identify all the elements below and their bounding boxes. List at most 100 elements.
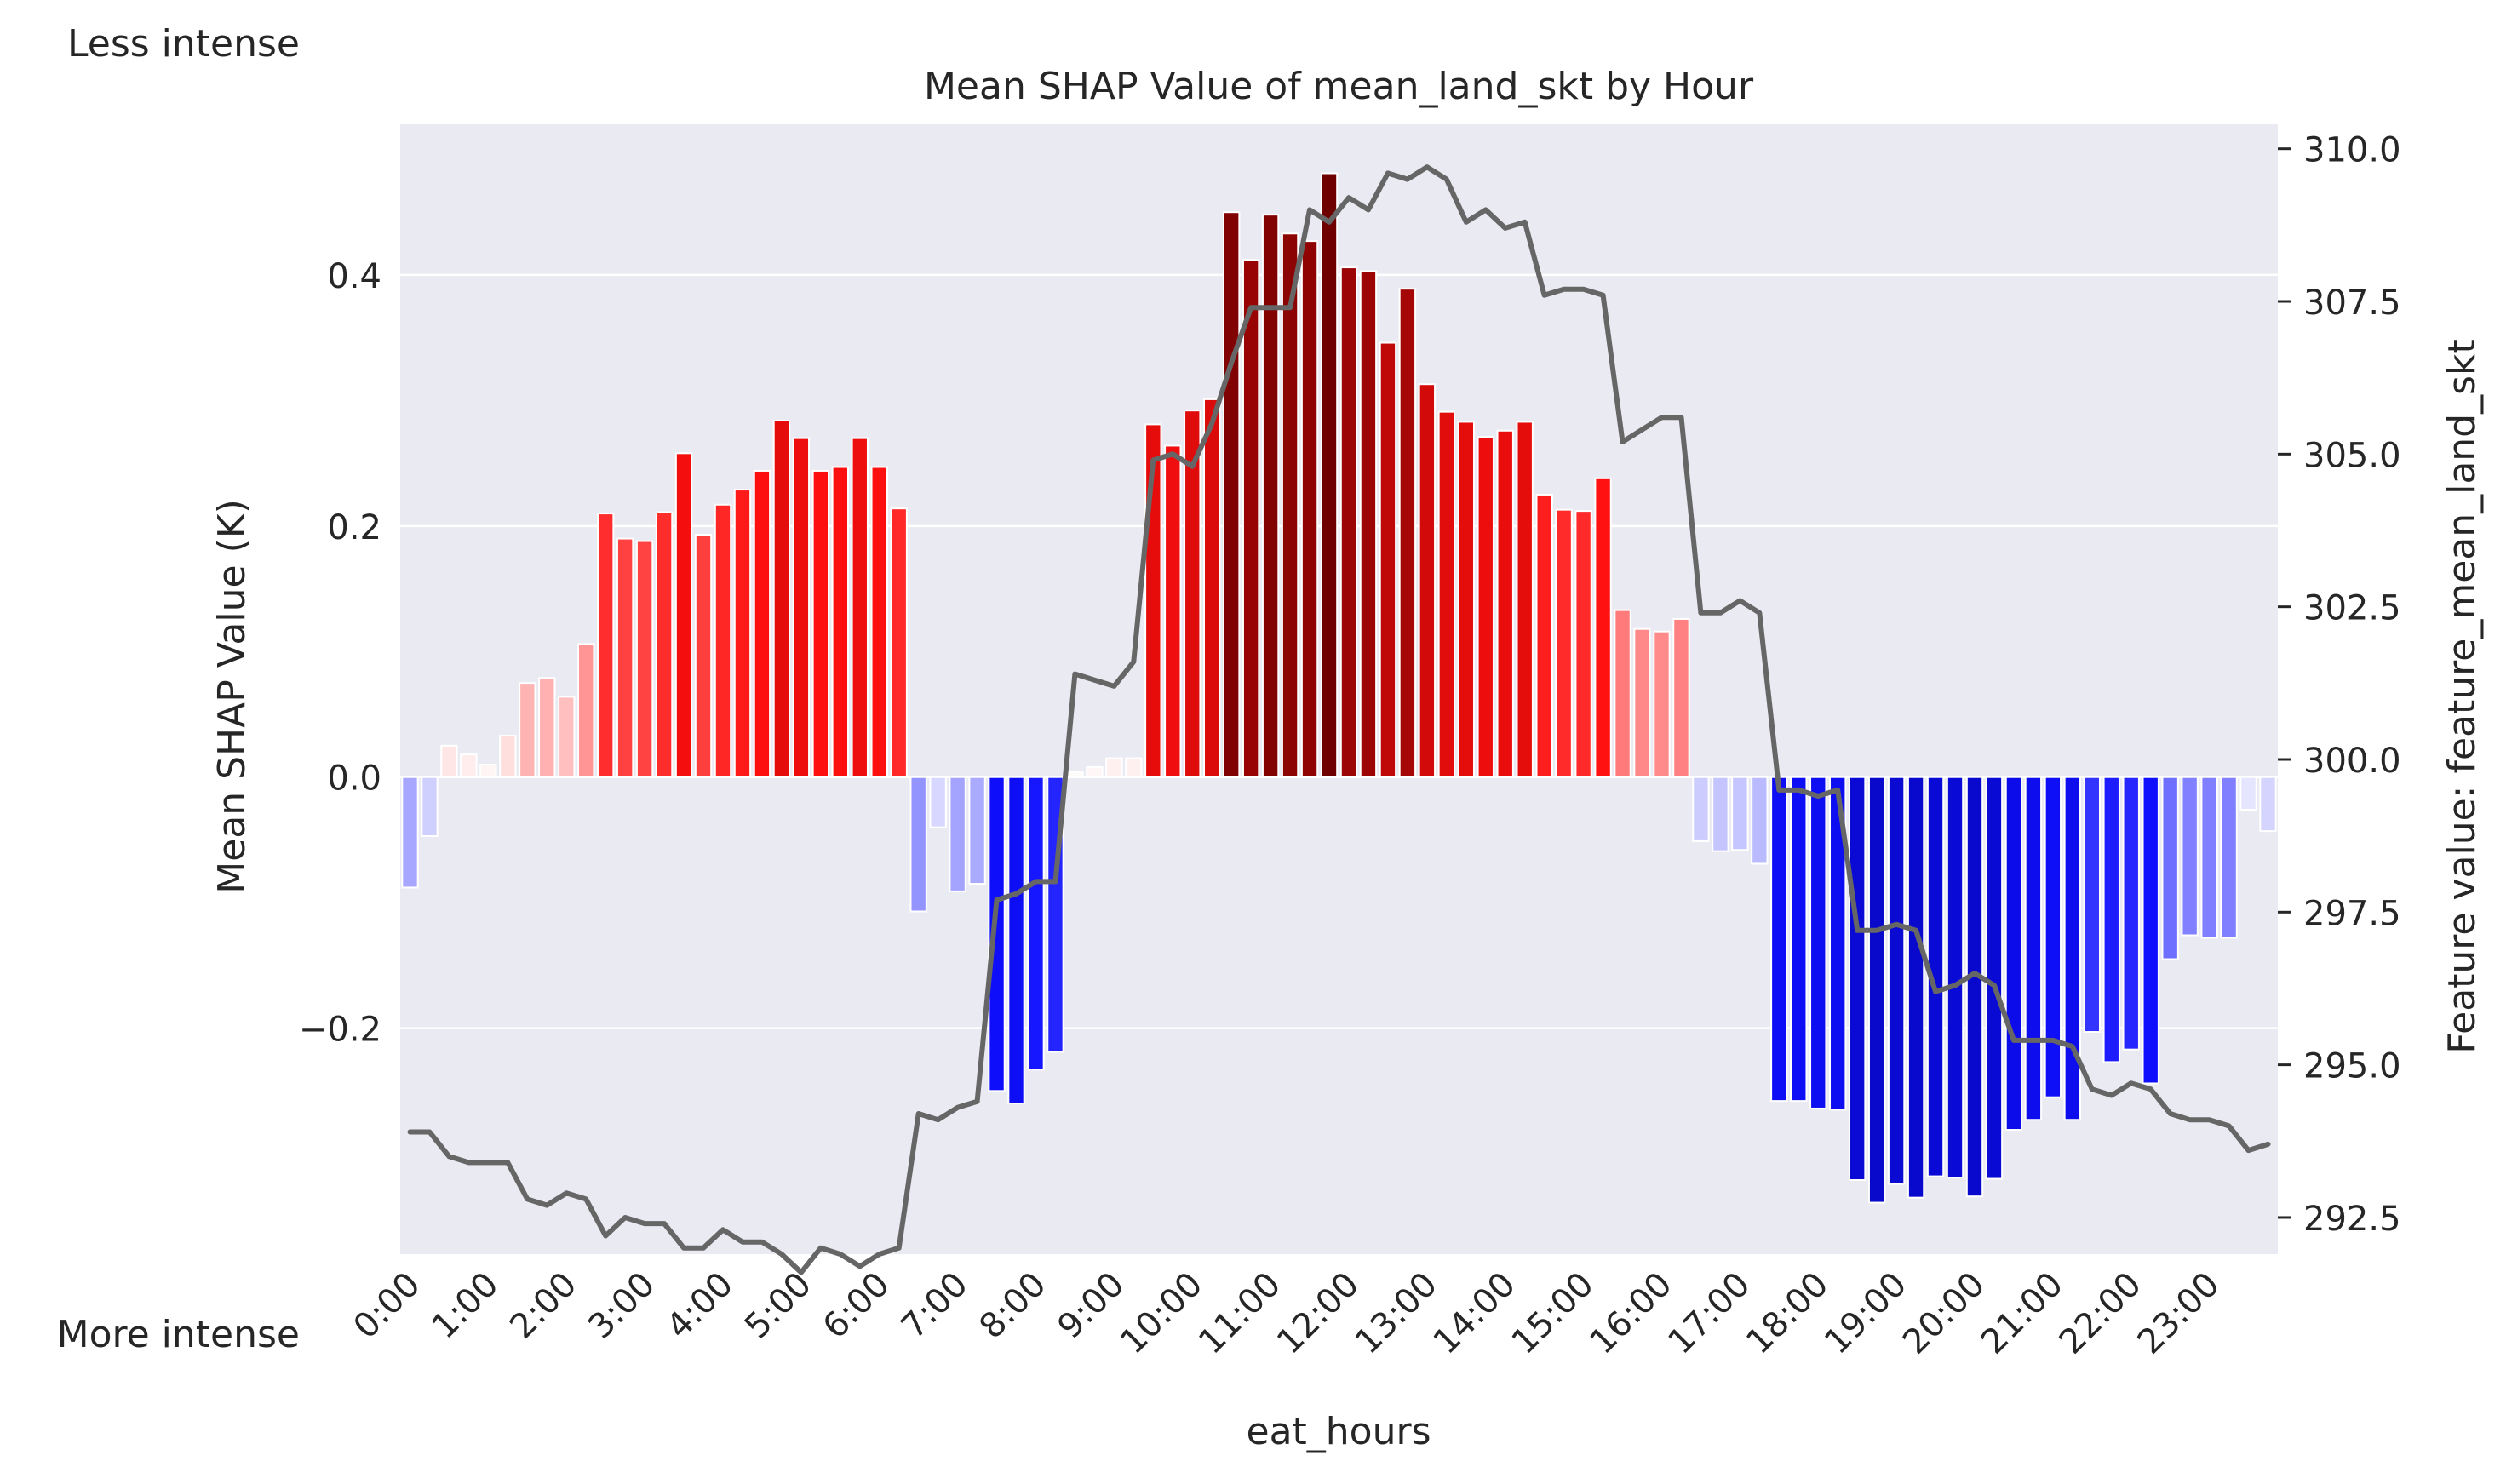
x-tick-label: 5:00	[737, 1265, 819, 1347]
y2-tick-label: 310.0	[2303, 131, 2401, 170]
x-tick-label: 2:00	[502, 1265, 584, 1347]
shap-bar	[772, 419, 791, 778]
shap-bar	[1300, 240, 1319, 778]
shap-bar	[2122, 776, 2140, 1051]
line-layer	[407, 164, 2271, 1275]
shap-bar	[655, 511, 674, 778]
shap-bar	[558, 696, 576, 778]
x-axis-label: eat_hours	[1247, 1410, 1431, 1453]
y2-tick-label: 295.0	[2303, 1047, 2401, 1086]
grid-layer	[400, 273, 2278, 1029]
x-tick-label: 14:00	[1426, 1265, 1523, 1362]
bars-layer	[401, 172, 2277, 1204]
shap-bar	[2161, 776, 2179, 960]
x-tick-label: 22:00	[2052, 1265, 2149, 1362]
x-tick-label: 21:00	[1974, 1265, 2071, 1362]
chart-title: Mean SHAP Value of mean_land_skt by Hour	[924, 65, 1754, 108]
shap-bar	[1594, 477, 1612, 778]
shap-bar	[1692, 776, 1710, 842]
x-tick-label: 11:00	[1191, 1265, 1288, 1362]
y2-tick-label: 302.5	[2303, 589, 2401, 628]
shap-bar	[479, 763, 497, 778]
x-tick-label: 3:00	[581, 1265, 662, 1347]
shap-bar	[753, 469, 771, 778]
shap-bar	[2004, 776, 2023, 1132]
y2-tick-label: 305.0	[2303, 436, 2401, 475]
x-tick-label: 8:00	[972, 1265, 1054, 1347]
shap-bar	[1164, 444, 1182, 778]
shap-bar	[460, 753, 478, 778]
shap-bar	[1790, 776, 1808, 1103]
shap-bar	[1222, 211, 1241, 778]
shap-bar	[1985, 776, 2004, 1180]
colorbar-top-label: Less intense	[67, 22, 300, 66]
shap-bar	[1320, 172, 1339, 778]
shap-bar	[1965, 776, 1984, 1198]
shap-bar	[2024, 776, 2043, 1121]
shap-bar	[421, 776, 439, 838]
left-y-axis: −0.2 0.0 0.2 0.4	[299, 257, 381, 1050]
x-tick-label: 4:00	[659, 1265, 741, 1347]
shap-bar	[714, 503, 732, 778]
colorbar-bottom-label: More intense	[57, 1313, 300, 1356]
shap-bar	[1281, 232, 1299, 778]
shap-bar	[792, 437, 811, 778]
y2-axis-label: Feature value: feature_mean_land_skt	[2440, 339, 2484, 1054]
shap-bar	[616, 537, 634, 778]
shap-bar	[1125, 757, 1143, 778]
shap-bar	[1887, 776, 1906, 1185]
shap-bar	[2200, 776, 2218, 939]
feature-value-line	[407, 164, 2271, 1275]
shap-bar	[1555, 508, 1573, 778]
x-tick-label: 10:00	[1113, 1265, 1210, 1362]
x-tick-label: 19:00	[1817, 1265, 1914, 1362]
x-tick-label: 18:00	[1739, 1265, 1836, 1362]
y-tick-label: 0.0	[327, 759, 381, 799]
y-tick-label: −0.2	[299, 1011, 381, 1050]
x-tick-label: 20:00	[1895, 1265, 1993, 1362]
y-axis-label: Mean SHAP Value (K)	[210, 499, 254, 894]
shap-bar	[1848, 776, 1867, 1182]
shap-bar	[1066, 771, 1084, 778]
shap-bar	[1653, 630, 1671, 778]
shap-bar	[1809, 776, 1827, 1109]
shap-bar	[596, 513, 615, 778]
shap-bar	[1007, 776, 1025, 1105]
y-tick-label: 0.4	[327, 257, 381, 296]
shap-bar	[968, 776, 986, 885]
x-tick-label: 7:00	[894, 1265, 976, 1347]
shap-bar	[1829, 776, 1847, 1111]
shap-bar	[988, 776, 1006, 1092]
shap-bar	[1398, 288, 1417, 778]
y-tick-label: 0.2	[327, 508, 381, 547]
shap-bar	[1339, 266, 1358, 778]
shap-bar	[2181, 776, 2199, 937]
y2-tick-label: 307.5	[2303, 284, 2401, 323]
shap-bar	[1516, 421, 1534, 778]
shap-bar	[2220, 776, 2238, 939]
x-tick-label: 0:00	[347, 1265, 428, 1347]
shap-bar	[949, 776, 966, 892]
shap-bar	[538, 677, 556, 778]
shap-bar	[1574, 510, 1592, 778]
x-axis: 0:001:002:003:004:005:006:007:008:009:00…	[347, 1265, 2228, 1362]
x-tick-label: 16:00	[1583, 1265, 1680, 1362]
shap-bar	[929, 776, 947, 828]
shap-bar	[831, 466, 849, 778]
plot-background	[400, 124, 2278, 1254]
x-tick-label: 1:00	[424, 1265, 506, 1347]
y2-tick-label: 297.5	[2303, 894, 2401, 933]
shap-bar	[2063, 776, 2082, 1121]
shap-bar	[2083, 776, 2101, 1034]
shap-bar	[577, 643, 595, 778]
shap-bar	[1477, 436, 1494, 778]
shap-bar	[440, 744, 458, 778]
shap-bar	[2239, 776, 2257, 811]
right-y-axis: 292.5 295.0 297.5 300.0 302.5 305.0 307.5 310.0	[2278, 131, 2401, 1239]
shap-bar	[1418, 383, 1437, 778]
shap-bar	[1751, 776, 1769, 865]
shap-bar	[1867, 776, 1886, 1204]
shap-bar	[1926, 776, 1945, 1177]
shap-bar	[1946, 776, 1964, 1179]
shap-bar	[694, 534, 713, 778]
